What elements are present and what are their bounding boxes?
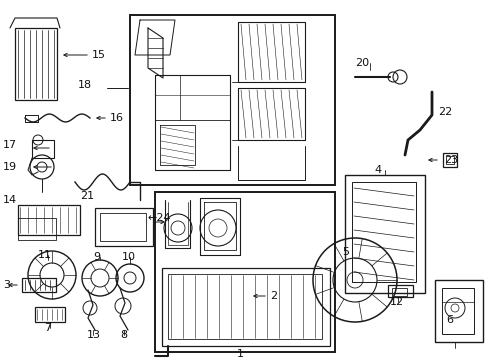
Text: 11: 11 [38, 250, 52, 260]
Bar [387, 285, 412, 297]
Bar [442, 153, 456, 167]
Text: 9: 9 [93, 252, 100, 262]
Text: 10: 10 [122, 252, 136, 262]
Text: 22: 22 [437, 107, 451, 117]
Bar [445, 156, 453, 164]
Bar [434, 280, 482, 342]
Text: 2: 2 [269, 291, 277, 301]
Text: 18: 18 [78, 80, 92, 90]
Bar [22, 278, 56, 292]
Text: 4: 4 [373, 165, 380, 175]
Text: 17: 17 [3, 140, 17, 150]
Bar [18, 205, 80, 235]
Bar [18, 218, 56, 240]
Text: 16: 16 [110, 113, 124, 123]
Bar [100, 213, 146, 241]
Bar [345, 175, 424, 293]
Text: 1: 1 [237, 349, 244, 359]
Text: 21: 21 [80, 191, 94, 201]
Bar [32, 140, 54, 158]
Bar [35, 307, 65, 322]
Text: 5: 5 [341, 247, 348, 257]
Text: ←24: ←24 [148, 213, 171, 223]
Text: 19: 19 [3, 162, 17, 172]
Text: 14: 14 [3, 195, 17, 205]
Bar [441, 288, 473, 334]
Text: 13: 13 [87, 330, 101, 340]
Text: 23: 23 [443, 155, 457, 165]
Bar [162, 268, 329, 346]
Text: 8: 8 [120, 330, 127, 340]
Bar [15, 28, 57, 100]
Bar [95, 208, 153, 246]
Text: 3: 3 [3, 280, 10, 290]
Bar [391, 288, 406, 296]
Bar [168, 274, 321, 339]
Text: 20: 20 [354, 58, 368, 68]
Text: 7: 7 [44, 323, 51, 333]
Bar [351, 182, 415, 282]
Bar [155, 192, 334, 352]
Bar [130, 15, 334, 185]
Text: 6: 6 [446, 315, 452, 325]
Text: 15: 15 [92, 50, 106, 60]
Text: 12: 12 [389, 297, 403, 307]
